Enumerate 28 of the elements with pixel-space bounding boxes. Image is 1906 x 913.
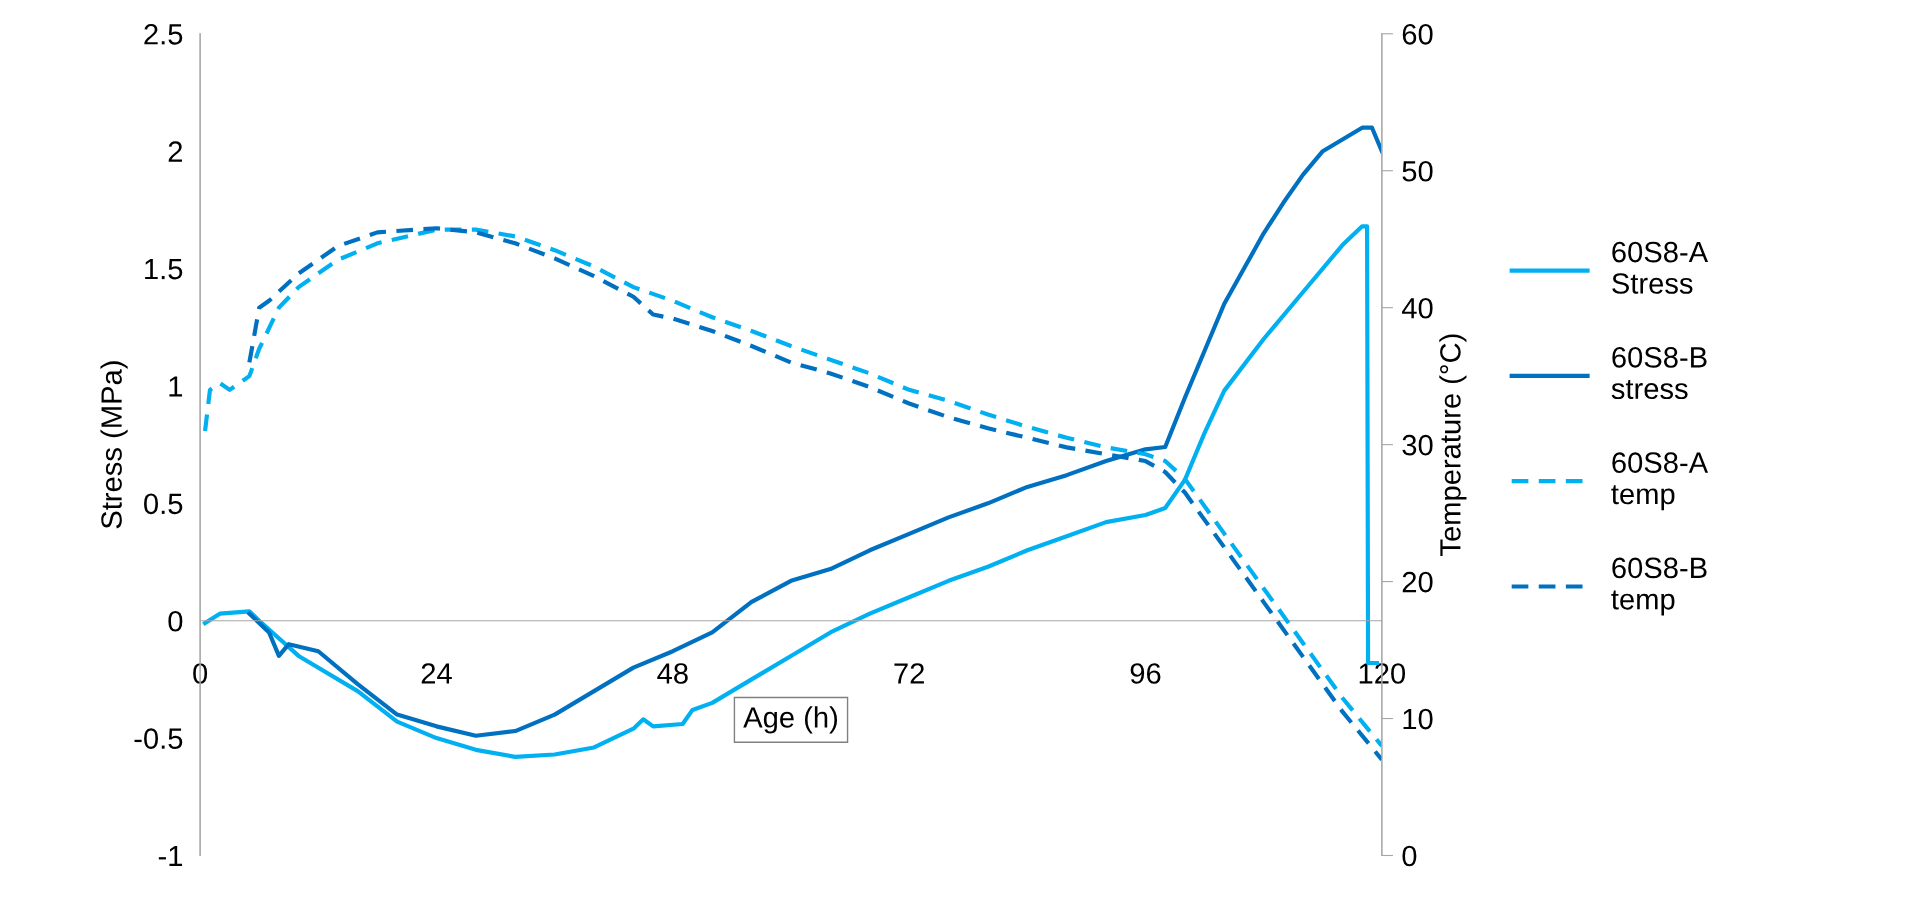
y-axis-title: Stress (MPa)	[100, 361, 128, 529]
y-tick-label: 0	[168, 610, 183, 632]
y2-axis-title: Temperature (°C)	[1439, 334, 1467, 556]
x-axis-title: Age (h)	[743, 706, 838, 734]
x-tick-label: 48	[657, 663, 688, 684]
y-tick-label: 1.5	[145, 259, 183, 280]
x-tick-label: 120	[1359, 663, 1406, 684]
y-tick-label: 2.5	[144, 23, 183, 45]
y-tick-label: 0.5	[144, 493, 183, 515]
legend-label: 60S8-B stress	[1611, 347, 1707, 400]
legend-label: 60S8-A temp	[1611, 452, 1709, 511]
y-tick-label: 1	[169, 376, 183, 397]
y2-tick-label: 20	[1402, 571, 1433, 593]
legend-label: 60S8-A Stress	[1612, 241, 1709, 294]
y-tick-label: -1	[158, 845, 183, 867]
y2-tick-label: 30	[1402, 434, 1433, 456]
x-tick-label: 72	[894, 663, 924, 684]
y2-tick-label: 40	[1401, 297, 1433, 319]
y-tick-label: 2	[168, 141, 182, 162]
y-tick-label: -0.5	[134, 728, 183, 749]
x-tick-label: 96	[1130, 663, 1161, 684]
y2-tick-label: 10	[1403, 708, 1433, 730]
y2-tick-label: 60	[1402, 23, 1433, 45]
y2-tick-label: 50	[1402, 160, 1433, 182]
y2-tick-label: 0	[1402, 845, 1417, 867]
x-tick-label: 0	[193, 663, 208, 684]
legend-label: 60S8-B temp	[1611, 557, 1707, 616]
x-tick-label: 24	[421, 663, 452, 684]
